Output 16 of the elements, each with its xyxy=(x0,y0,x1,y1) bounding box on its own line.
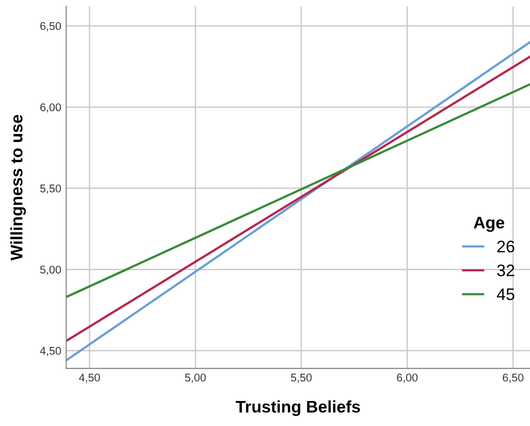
x-tick-label: 6,00 xyxy=(396,374,418,383)
y-tick-label: 6,50 xyxy=(40,22,61,32)
legend-label: 26 xyxy=(497,240,514,252)
y-tick-label: 4,50 xyxy=(40,346,61,356)
y-tick-label: 6,00 xyxy=(40,103,61,113)
x-tick-label: 4,50 xyxy=(78,374,100,383)
x-axis-title: Trusting Beliefs xyxy=(236,400,360,416)
y-axis-title: Willingness to use xyxy=(10,114,26,261)
legend-label: 32 xyxy=(497,264,514,276)
x-tick-label: 6,50 xyxy=(502,374,524,383)
x-tick-label: 5,50 xyxy=(290,374,312,383)
y-tick-label: 5,50 xyxy=(40,184,61,194)
legend-label: 45 xyxy=(496,288,514,300)
y-tick-label: 5,00 xyxy=(40,266,61,275)
x-tick-label: 5,00 xyxy=(185,374,206,383)
legend-title: Age xyxy=(474,216,504,232)
